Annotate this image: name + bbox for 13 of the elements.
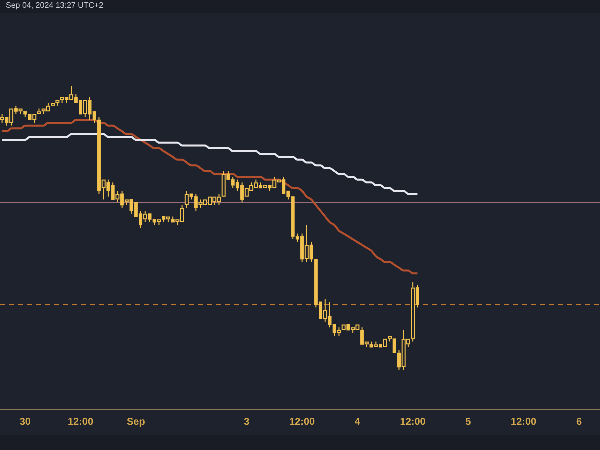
x-tick-label: Sep [126,417,146,428]
text: Sep 04, 2024 13:27 UTC+2 [6,1,104,10]
x-tick-label: 12:00 [511,417,538,428]
x-tick-label: 12:00 [68,417,94,428]
x-tick-label: 3 [244,417,250,428]
x-tick-label: 6 [576,417,582,428]
candlestick [337,327,342,337]
x-tick-label: 30 [20,417,32,428]
x-tick-label: 4 [354,417,361,428]
x-tick-label: 12:00 [400,417,426,428]
candlestick [411,282,416,342]
x-tick-label: 5 [466,417,472,428]
x-tick-label: 12:00 [290,417,316,428]
